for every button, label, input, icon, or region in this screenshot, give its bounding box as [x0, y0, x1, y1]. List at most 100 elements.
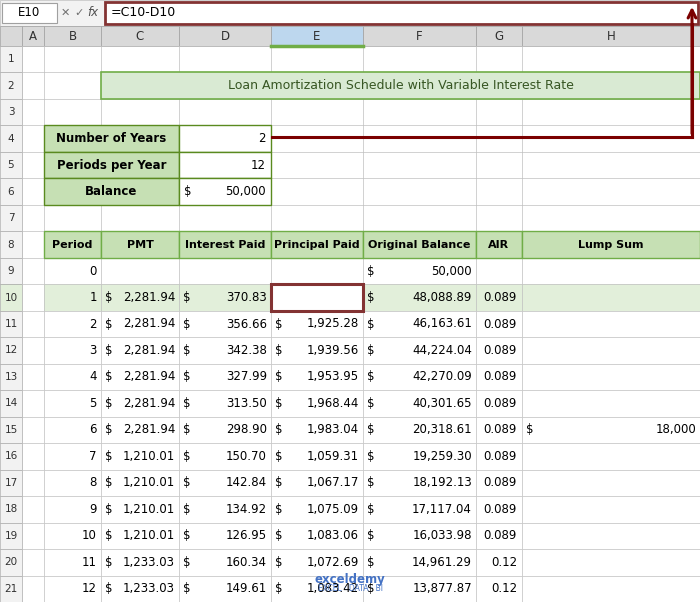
Bar — [522, 470, 700, 496]
Bar — [522, 443, 700, 470]
Text: 20: 20 — [4, 557, 18, 567]
Text: 5: 5 — [8, 160, 14, 170]
Text: $: $ — [105, 291, 113, 304]
Text: $: $ — [105, 476, 113, 489]
Text: 1,911.11: 1,911.11 — [307, 291, 359, 304]
Bar — [0, 152, 22, 178]
Text: 298.90: 298.90 — [226, 423, 267, 436]
Bar — [363, 364, 476, 390]
Text: 0.089: 0.089 — [484, 476, 517, 489]
Text: $: $ — [183, 370, 190, 383]
Bar — [101, 26, 179, 46]
Text: 18,000: 18,000 — [655, 423, 696, 436]
Bar — [0, 364, 22, 390]
Text: $: $ — [367, 556, 374, 569]
Text: 356.66: 356.66 — [226, 317, 267, 330]
Text: A: A — [29, 29, 37, 43]
Bar — [44, 417, 101, 443]
Bar — [0, 443, 22, 470]
Text: C: C — [136, 29, 144, 43]
Bar — [0, 576, 22, 602]
Bar — [476, 576, 522, 602]
Bar — [101, 523, 179, 549]
Text: $: $ — [105, 423, 113, 436]
Bar — [44, 576, 101, 602]
Bar — [179, 337, 271, 364]
Bar — [101, 496, 179, 523]
Text: 2: 2 — [90, 317, 97, 330]
Text: $: $ — [275, 397, 283, 410]
Text: 14: 14 — [4, 399, 18, 408]
Text: 2: 2 — [258, 132, 266, 145]
Bar — [363, 470, 476, 496]
Bar — [522, 549, 700, 576]
Text: 1,233.03: 1,233.03 — [123, 556, 175, 569]
Text: 50,000: 50,000 — [431, 264, 472, 278]
Bar — [271, 284, 363, 311]
Text: =C10-D10: =C10-D10 — [111, 7, 176, 19]
Text: 1,083.42: 1,083.42 — [307, 582, 359, 595]
Bar — [271, 576, 363, 602]
Text: 8: 8 — [90, 476, 97, 489]
Text: $: $ — [105, 582, 113, 595]
Bar — [179, 443, 271, 470]
Bar — [105, 2, 698, 24]
Text: 1,210.01: 1,210.01 — [122, 503, 175, 516]
Bar — [44, 26, 101, 46]
Bar — [476, 311, 522, 337]
Bar — [179, 470, 271, 496]
Bar — [522, 417, 700, 443]
Text: 14,961.29: 14,961.29 — [412, 556, 472, 569]
Text: 48,088.89: 48,088.89 — [412, 291, 472, 304]
Text: 18,192.13: 18,192.13 — [412, 476, 472, 489]
Bar — [0, 284, 22, 311]
Text: $: $ — [183, 450, 190, 463]
Text: 9: 9 — [90, 503, 97, 516]
Bar — [179, 390, 271, 417]
Text: 16,033.98: 16,033.98 — [412, 529, 472, 542]
Text: 1,968.44: 1,968.44 — [307, 397, 359, 410]
Text: 370.83: 370.83 — [226, 291, 267, 304]
Bar — [271, 523, 363, 549]
Text: 12: 12 — [251, 159, 266, 172]
Text: Balance: Balance — [85, 185, 138, 198]
Text: 17: 17 — [4, 478, 18, 488]
Text: 11: 11 — [82, 556, 97, 569]
Text: 126.95: 126.95 — [226, 529, 267, 542]
Bar — [101, 417, 179, 443]
Bar — [363, 311, 476, 337]
Bar — [522, 337, 700, 364]
Text: 150.70: 150.70 — [226, 450, 267, 463]
Text: 1,925.28: 1,925.28 — [307, 317, 359, 330]
Text: $: $ — [183, 582, 190, 595]
Text: 4: 4 — [90, 370, 97, 383]
Bar — [0, 125, 22, 152]
Text: F: F — [416, 29, 423, 43]
Text: $: $ — [183, 476, 190, 489]
Text: 46,163.61: 46,163.61 — [412, 317, 472, 330]
Text: Loan Amortization Schedule with Variable Interest Rate: Loan Amortization Schedule with Variable… — [228, 79, 573, 92]
Bar — [179, 549, 271, 576]
Bar — [0, 496, 22, 523]
Text: ✓: ✓ — [74, 8, 84, 18]
Text: 1,233.03: 1,233.03 — [123, 582, 175, 595]
Text: $: $ — [183, 317, 190, 330]
Text: $: $ — [183, 503, 190, 516]
Bar — [0, 231, 22, 258]
Text: $: $ — [367, 503, 374, 516]
Bar — [476, 231, 522, 258]
Text: $: $ — [105, 503, 113, 516]
Bar — [522, 284, 700, 311]
Text: 0.089: 0.089 — [484, 423, 517, 436]
Bar — [363, 549, 476, 576]
Bar — [2, 3, 57, 23]
Text: 8: 8 — [8, 240, 14, 250]
Text: ✕: ✕ — [60, 8, 70, 18]
Text: $: $ — [367, 317, 374, 330]
Bar — [476, 284, 522, 311]
Bar — [363, 26, 476, 46]
Bar — [0, 311, 22, 337]
Bar — [101, 576, 179, 602]
Text: 1,210.01: 1,210.01 — [122, 450, 175, 463]
Text: 0.089: 0.089 — [484, 503, 517, 516]
